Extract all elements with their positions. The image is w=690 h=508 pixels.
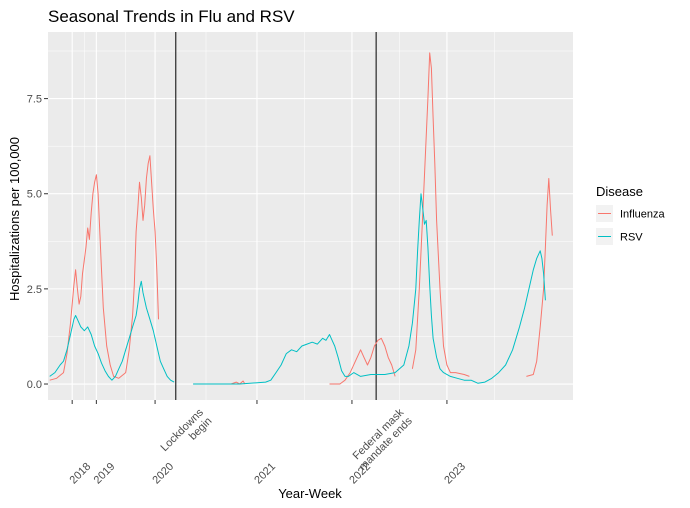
x-tick-label: 2021 [252,461,278,487]
legend-title: Disease [596,184,643,199]
series-line-rsv [193,193,546,385]
x-tick-label: 2019 [92,461,118,487]
x-tick-label: 2018 [68,461,94,487]
y-tick-label: 2.5 [27,284,42,296]
series-line-influenza [49,155,159,381]
series-line-influenza [411,52,470,377]
y-tick-label: 7.5 [27,94,42,106]
x-tick-label: 2023 [442,461,468,487]
grid-major [48,32,573,400]
event-label: Federal maskmandate ends [348,406,415,473]
event-label: Lockdownsbegin [159,406,215,462]
y-axis: 0.0 2.5 5.0 7.5 [27,94,48,391]
grid-minor [48,32,573,400]
x-axis-title: Year-Week [278,486,342,501]
plot-panel [48,32,573,400]
series-layer [49,52,553,385]
y-tick-label: 5.0 [27,189,42,201]
series-line-influenza [526,178,553,377]
series-line-rsv [49,280,175,383]
event-lines [175,32,377,400]
y-tick-label: 0.0 [27,379,42,391]
x-tick-label: 2020 [150,461,176,487]
chart-title: Seasonal Trends in Flu and RSV [48,7,295,26]
legend-label-rsv: RSV [620,232,643,244]
legend: Disease Influenza RSV [596,184,666,245]
legend-label-influenza: Influenza [620,209,666,221]
y-axis-title: Hospitalizations per 100,000 [7,137,22,301]
